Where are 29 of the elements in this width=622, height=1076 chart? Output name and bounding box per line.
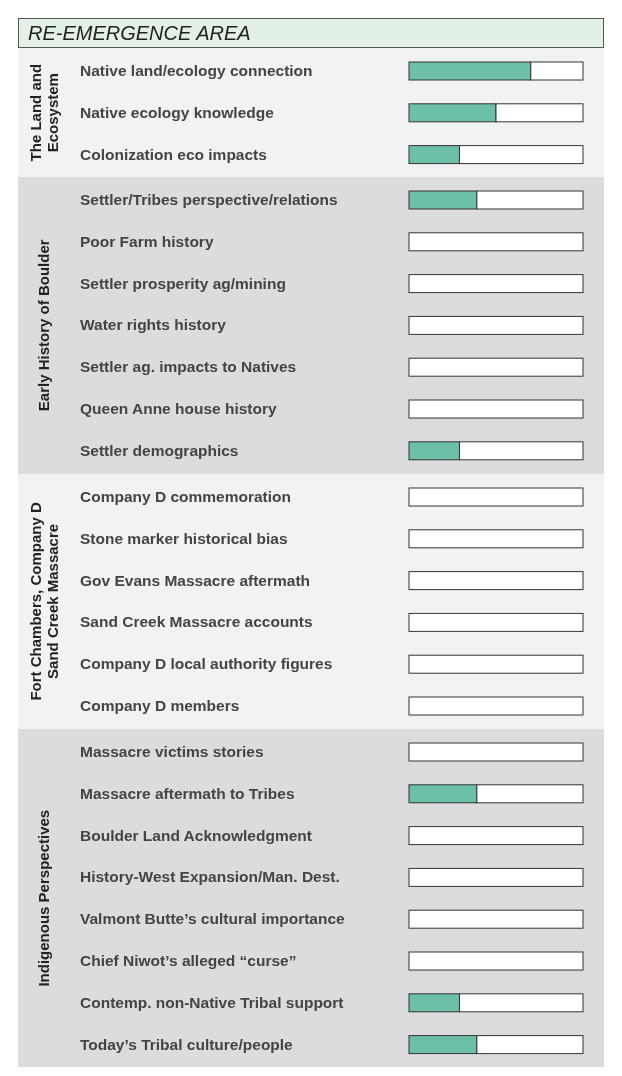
y-tick-label: Poor Farm history bbox=[80, 233, 214, 251]
y-tick-label: Native land/ecology connection bbox=[80, 62, 313, 79]
y-axis-title: Indigenous Perspectives bbox=[35, 809, 52, 987]
y-tick-label: Massacre victims stories bbox=[80, 742, 264, 760]
y-tick-label: Chief Niwot’s alleged “curse” bbox=[80, 951, 297, 969]
y-axis-title: Early History of Boulder bbox=[35, 239, 52, 412]
y-tick-label: Gov Evans Massacre aftermath bbox=[80, 571, 311, 589]
y-tick-label: Boulder Land Acknowledgment bbox=[80, 826, 312, 844]
y-tick-label: Settler ag. impacts to Natives bbox=[80, 358, 297, 376]
y-tick-label: Company D members bbox=[80, 696, 240, 714]
y-tick-label: Company D local authority figures bbox=[80, 655, 333, 673]
y-tick-label: Settler demographics bbox=[80, 442, 239, 460]
y-tick-label: Queen Anne house history bbox=[80, 400, 278, 418]
y-tick-label: Contemp. non-Native Tribal support bbox=[80, 993, 344, 1011]
y-tick-label: Massacre aftermath to Tribes bbox=[80, 784, 295, 802]
text: RE-EMERGENCE AREA bbox=[28, 22, 251, 44]
y-tick-label: Company D commemoration bbox=[80, 487, 292, 505]
y-tick-label: Stone marker historical bias bbox=[80, 529, 288, 547]
y-tick-label: Settler prosperity ag/mining bbox=[80, 274, 286, 292]
y-axis-title: The Land and Ecosystem bbox=[26, 63, 61, 162]
y-tick-label: Valmont Butte’s cultural importance bbox=[80, 909, 346, 927]
y-tick-label: Sand Creek Massacre accounts bbox=[80, 613, 313, 631]
y-tick-label: Native ecology knowledge bbox=[80, 103, 275, 121]
y-tick-label: Colonization eco impacts bbox=[80, 145, 267, 163]
y-tick-label: Settler/Tribes perspective/relations bbox=[80, 191, 338, 209]
y-axis-title: Fort Chambers, Company D Sand Creek Massacre bbox=[26, 502, 61, 701]
y-tick-label: Today’s Tribal culture/people bbox=[80, 1035, 294, 1053]
y-tick-label: History-West Expansion/Man. Dest. bbox=[80, 868, 340, 886]
y-tick-label: Water rights history bbox=[80, 316, 227, 334]
